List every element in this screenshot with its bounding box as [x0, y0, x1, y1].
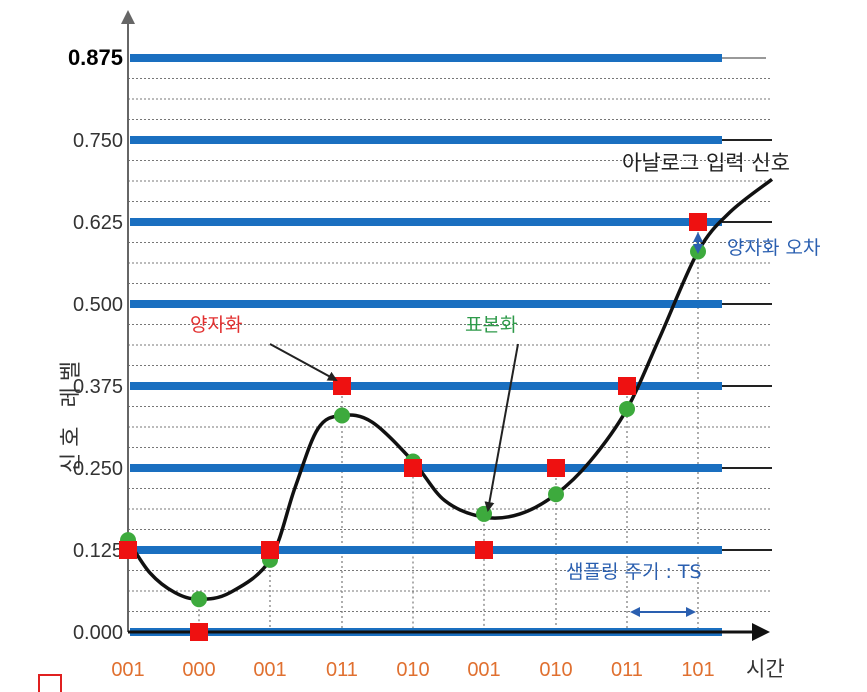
x-axis-label: 시간 — [746, 657, 785, 681]
quantized-square — [475, 541, 493, 559]
quantized-square — [689, 213, 707, 231]
quantized-square — [404, 459, 422, 477]
quantization-label: 양자화 — [190, 314, 242, 336]
x-code-label: 000 — [182, 659, 215, 681]
sample-dot — [548, 486, 564, 503]
quantized-square — [618, 377, 636, 395]
y-tick-label: 0.625 — [73, 212, 123, 234]
level-bar — [130, 218, 722, 226]
y-tick-label: 0.250 — [73, 458, 123, 480]
y-tick-label: 0.375 — [73, 376, 123, 398]
quantized-square — [261, 541, 279, 559]
x-code-label: 011 — [326, 659, 358, 681]
sampling-arrow — [484, 343, 519, 512]
y-axis-label: 신호 레벨 — [59, 355, 84, 473]
x-code-label: 001 — [467, 659, 500, 681]
y-tick-label: 0.125 — [73, 540, 123, 562]
x-code-label: 101 — [681, 659, 714, 681]
level-bar — [130, 136, 722, 144]
y-tick-label: 0.000 — [73, 622, 123, 644]
quantized-squares — [119, 213, 707, 641]
level-bar — [130, 382, 722, 390]
x-code-label: 010 — [539, 659, 572, 681]
sample-dot — [334, 407, 350, 424]
quantized-square — [119, 541, 137, 559]
sample-dot — [191, 591, 207, 608]
level-bar — [130, 54, 722, 62]
sample-dot — [619, 400, 635, 417]
minor-gridlines — [128, 78, 770, 612]
y-tick-labels: 0.000 0.125 0.250 0.375 0.500 0.625 0.750 0.875 — [68, 45, 123, 644]
quantized-square — [547, 459, 565, 477]
x-axis-arrow — [752, 623, 770, 641]
quantization-error-label: 양자화 오차 — [727, 237, 820, 259]
level-extension-lines — [720, 57, 772, 551]
sampling-label: 표본화 — [465, 314, 517, 336]
level-bar — [130, 546, 722, 554]
level-bar — [130, 464, 722, 472]
x-code-labels: 001 000 001 011 010 001 010 011 101 — [111, 659, 714, 681]
x-code-label: 001 — [253, 659, 286, 681]
stray-red-box — [38, 674, 62, 692]
x-code-label: 001 — [111, 659, 144, 681]
level-bar — [130, 300, 722, 308]
x-code-label: 010 — [396, 659, 429, 681]
sample-dot — [476, 505, 492, 522]
x-code-label: 011 — [611, 659, 643, 681]
quantization-arrow — [269, 343, 338, 381]
y-tick-label: 0.500 — [73, 294, 123, 316]
y-axis-arrow — [121, 10, 135, 24]
analog-signal-label: 아날로그 입력 신호 — [622, 151, 790, 175]
quantized-square — [190, 623, 208, 641]
y-tick-label: 0.875 — [68, 45, 123, 70]
sampling-period-label: 샘플링 주기 : TS — [566, 561, 702, 583]
y-tick-label: 0.750 — [73, 130, 123, 152]
quantized-square — [333, 377, 351, 395]
